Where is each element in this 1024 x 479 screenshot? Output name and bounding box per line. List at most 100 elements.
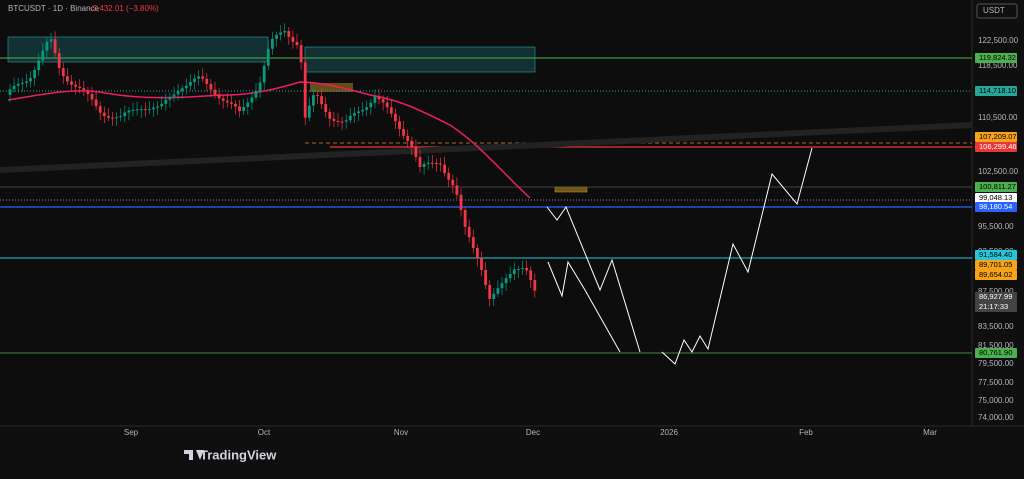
time-label: Sep — [124, 428, 139, 437]
candle-body — [422, 163, 426, 167]
candle-body — [328, 112, 332, 119]
candle-body — [86, 90, 90, 94]
candle-body — [82, 88, 86, 91]
candle-body — [451, 179, 455, 186]
price-tag: 100,811.27 — [979, 182, 1016, 191]
candle-body — [238, 106, 241, 112]
candle-body — [217, 94, 221, 99]
symbol: BTCUSDT · 1D · Binance — [8, 4, 100, 13]
candle-body — [143, 109, 147, 111]
price-tag-bg — [975, 292, 1017, 302]
candle-body — [94, 99, 98, 107]
candle-body — [488, 285, 492, 299]
candle-body — [471, 237, 475, 249]
time-label: Nov — [394, 428, 408, 437]
candle-body — [57, 53, 61, 69]
price-label: 79,500.00 — [978, 359, 1014, 368]
price-label: 122,500.00 — [978, 36, 1019, 45]
price-label: 102,500.00 — [978, 167, 1019, 176]
candle-body — [410, 140, 414, 148]
price-tag-bg — [975, 193, 1017, 203]
currency[interactable]: USDT — [983, 6, 1005, 15]
price-tag-bg — [975, 302, 1017, 312]
candle-body — [16, 83, 20, 86]
price-tag-bg — [975, 202, 1017, 212]
candle-body — [291, 36, 295, 42]
candle-body — [312, 95, 315, 106]
time-label: Dec — [526, 428, 540, 437]
candle-body — [250, 97, 254, 103]
candle-body — [176, 91, 180, 95]
candle-body — [74, 84, 77, 87]
price-label: 110,500.00 — [978, 113, 1018, 122]
price-tag-bg — [975, 270, 1017, 280]
price-tag: 107,209.07 — [979, 132, 1017, 141]
candle-body — [340, 121, 344, 123]
candle-body — [107, 116, 110, 118]
candle-body — [467, 226, 471, 238]
candle-body — [209, 83, 213, 90]
price-tag: 99,048.13 — [979, 193, 1012, 202]
price-tag-bg — [975, 142, 1017, 152]
candle-body — [246, 102, 250, 107]
candle-body — [287, 31, 291, 37]
price-label: 118,500.00 — [978, 61, 1018, 70]
candle-body — [98, 106, 102, 113]
candle-body — [180, 88, 184, 92]
candle-body — [213, 89, 217, 95]
candle-body — [189, 82, 192, 86]
candle-body — [484, 269, 487, 286]
candle-body — [111, 117, 114, 119]
price-tag-bg — [975, 86, 1017, 96]
candle-body — [418, 157, 422, 167]
candle-body — [49, 39, 53, 42]
brand: TradingView — [200, 447, 277, 462]
candle-body — [365, 107, 369, 110]
candle-body — [373, 96, 377, 103]
candle-body — [127, 110, 131, 113]
candle-body — [377, 96, 381, 100]
candle-body — [320, 96, 323, 105]
candle-body — [135, 109, 139, 111]
candle-body — [12, 85, 16, 90]
price-tag-bg — [975, 260, 1017, 270]
candle-body — [459, 194, 463, 211]
candle-body — [61, 68, 65, 77]
price-tag: 119,824.32 — [979, 53, 1016, 62]
candle-body — [369, 102, 373, 108]
candle-body — [504, 278, 508, 284]
candle-body — [307, 105, 311, 118]
candle-body — [443, 164, 446, 174]
currency-box[interactable] — [976, 3, 1018, 19]
candle-body — [119, 116, 123, 118]
price-tag: 106,299.46 — [979, 142, 1017, 151]
candle-body — [266, 48, 270, 66]
candle-body — [389, 107, 393, 114]
candle-body — [254, 90, 258, 98]
candle-body — [381, 99, 385, 103]
candle-body — [279, 32, 282, 35]
candle-body — [414, 147, 418, 158]
candle-body — [324, 104, 328, 113]
price-tag-bg — [975, 132, 1017, 142]
candle-body — [225, 100, 229, 103]
candle-body — [258, 82, 262, 91]
candle-body — [201, 76, 205, 79]
candle-body — [508, 274, 512, 279]
time-label: Oct — [258, 428, 271, 437]
price-tag: 21:17:33 — [979, 302, 1008, 311]
candle-body — [123, 112, 127, 117]
candle-body — [152, 107, 155, 110]
price-label: 74,000.00 — [978, 413, 1014, 422]
candle-body — [463, 210, 467, 227]
candle-body — [205, 78, 209, 84]
candle-body — [385, 102, 389, 108]
candle-body — [184, 85, 188, 89]
candle-body — [299, 45, 303, 63]
candle-body — [344, 120, 348, 122]
candle-body — [33, 70, 36, 79]
candle-body — [500, 283, 504, 289]
price-tag: 86,927.99 — [979, 292, 1012, 301]
candle-body — [193, 78, 196, 83]
